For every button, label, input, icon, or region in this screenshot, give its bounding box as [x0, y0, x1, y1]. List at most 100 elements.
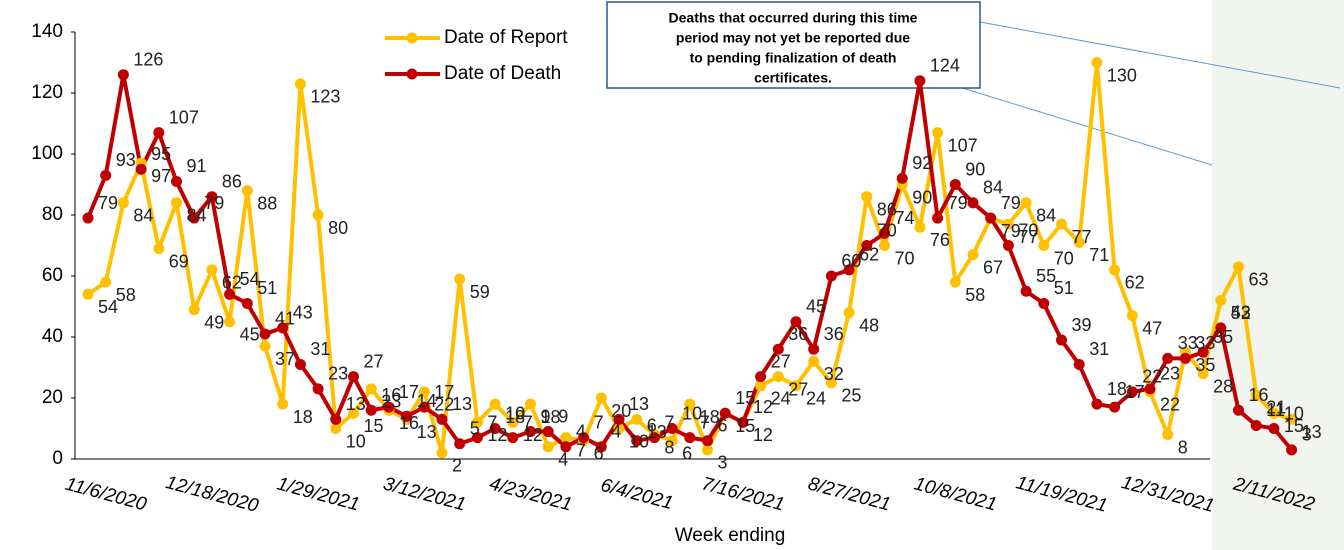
- point: [1250, 389, 1262, 401]
- x-tick-label: 7/16/2021: [699, 473, 786, 515]
- point: [188, 304, 200, 316]
- y-tick-label: 20: [42, 387, 63, 408]
- data-label: 71: [1089, 245, 1109, 265]
- point: [312, 209, 324, 221]
- point: [117, 69, 129, 81]
- data-label: 52: [1231, 303, 1251, 323]
- data-label: 63: [1249, 270, 1269, 290]
- data-label: 27: [771, 351, 791, 371]
- point: [507, 432, 519, 444]
- point: [737, 416, 749, 428]
- x-tick-label: 11/6/2020: [63, 474, 149, 516]
- point: [436, 447, 448, 459]
- data-label: 24: [806, 389, 826, 409]
- point: [932, 127, 944, 139]
- data-label: 13: [417, 422, 437, 442]
- data-label: 10: [1284, 403, 1304, 423]
- point: [1233, 404, 1244, 416]
- point: [560, 432, 572, 444]
- point: [1179, 352, 1191, 364]
- data-label: 79: [204, 193, 224, 213]
- point: [932, 212, 944, 224]
- data-label: 126: [133, 49, 163, 69]
- data-label: 6: [682, 443, 692, 463]
- annotation-text: to pending finalization of death: [690, 50, 897, 66]
- point: [489, 398, 501, 410]
- data-label: 88: [257, 193, 277, 213]
- data-label: 6: [718, 415, 728, 435]
- data-label: 37: [275, 349, 295, 369]
- point: [277, 398, 289, 410]
- data-label: 7: [487, 412, 497, 432]
- data-label: 70: [1054, 248, 1074, 268]
- data-label: 5: [470, 419, 480, 439]
- data-label: 41: [275, 309, 295, 329]
- data-label: 27: [364, 351, 384, 371]
- point: [1144, 383, 1156, 395]
- point: [914, 75, 926, 87]
- data-label: 35: [1195, 355, 1215, 375]
- data-label: 17: [399, 382, 419, 402]
- data-label: 84: [133, 206, 153, 226]
- point: [772, 371, 784, 383]
- point: [648, 432, 660, 444]
- point: [631, 435, 643, 447]
- point: [454, 273, 466, 285]
- data-label: 45: [806, 297, 826, 317]
- data-label: 16: [381, 385, 401, 405]
- point: [755, 371, 767, 383]
- data-label: 10: [505, 403, 525, 423]
- x-tick-label: 12/18/2020: [163, 472, 261, 517]
- point: [82, 288, 94, 300]
- data-label: 12: [753, 397, 773, 417]
- point: [843, 264, 855, 276]
- point: [1215, 294, 1227, 306]
- point: [719, 407, 731, 419]
- x-tick-label: 6/4/2021: [598, 475, 675, 514]
- data-label: 32: [824, 364, 844, 384]
- point: [1268, 423, 1280, 434]
- point: [790, 380, 802, 392]
- data-label: 22: [434, 395, 454, 415]
- point: [808, 343, 820, 355]
- data-label: 31: [310, 339, 330, 359]
- data-label: 13: [1302, 422, 1322, 442]
- point: [1056, 334, 1067, 346]
- data-label: 54: [98, 297, 118, 317]
- data-label: 86: [877, 199, 897, 219]
- pending-region: [1212, 0, 1344, 550]
- data-label: 70: [1018, 220, 1038, 240]
- point: [454, 438, 466, 450]
- point: [489, 423, 501, 434]
- point: [418, 401, 430, 413]
- point: [117, 197, 129, 209]
- data-label: 59: [470, 282, 490, 302]
- point: [772, 343, 784, 355]
- annotation-leader: [929, 77, 1213, 166]
- point: [100, 276, 112, 288]
- point: [171, 197, 182, 209]
- data-label: 10: [682, 403, 702, 423]
- point: [1091, 398, 1103, 410]
- data-label: 18: [700, 407, 720, 427]
- data-label: 18: [293, 407, 313, 427]
- data-label: 4: [576, 422, 586, 442]
- point: [1233, 261, 1244, 273]
- point: [1197, 368, 1209, 380]
- data-label: 62: [859, 245, 879, 265]
- point: [560, 441, 572, 453]
- data-label: 86: [222, 171, 242, 191]
- data-label: 79: [948, 193, 968, 213]
- point: [259, 340, 271, 352]
- point: [241, 185, 253, 197]
- point: [684, 398, 696, 410]
- data-label: 130: [1107, 65, 1137, 85]
- point: [348, 407, 359, 419]
- point: [153, 127, 165, 139]
- point: [277, 322, 289, 334]
- point: [1073, 358, 1085, 370]
- point: [542, 426, 554, 438]
- data-label: 49: [204, 312, 224, 332]
- data-label: 36: [788, 324, 808, 344]
- data-label: 70: [877, 220, 897, 240]
